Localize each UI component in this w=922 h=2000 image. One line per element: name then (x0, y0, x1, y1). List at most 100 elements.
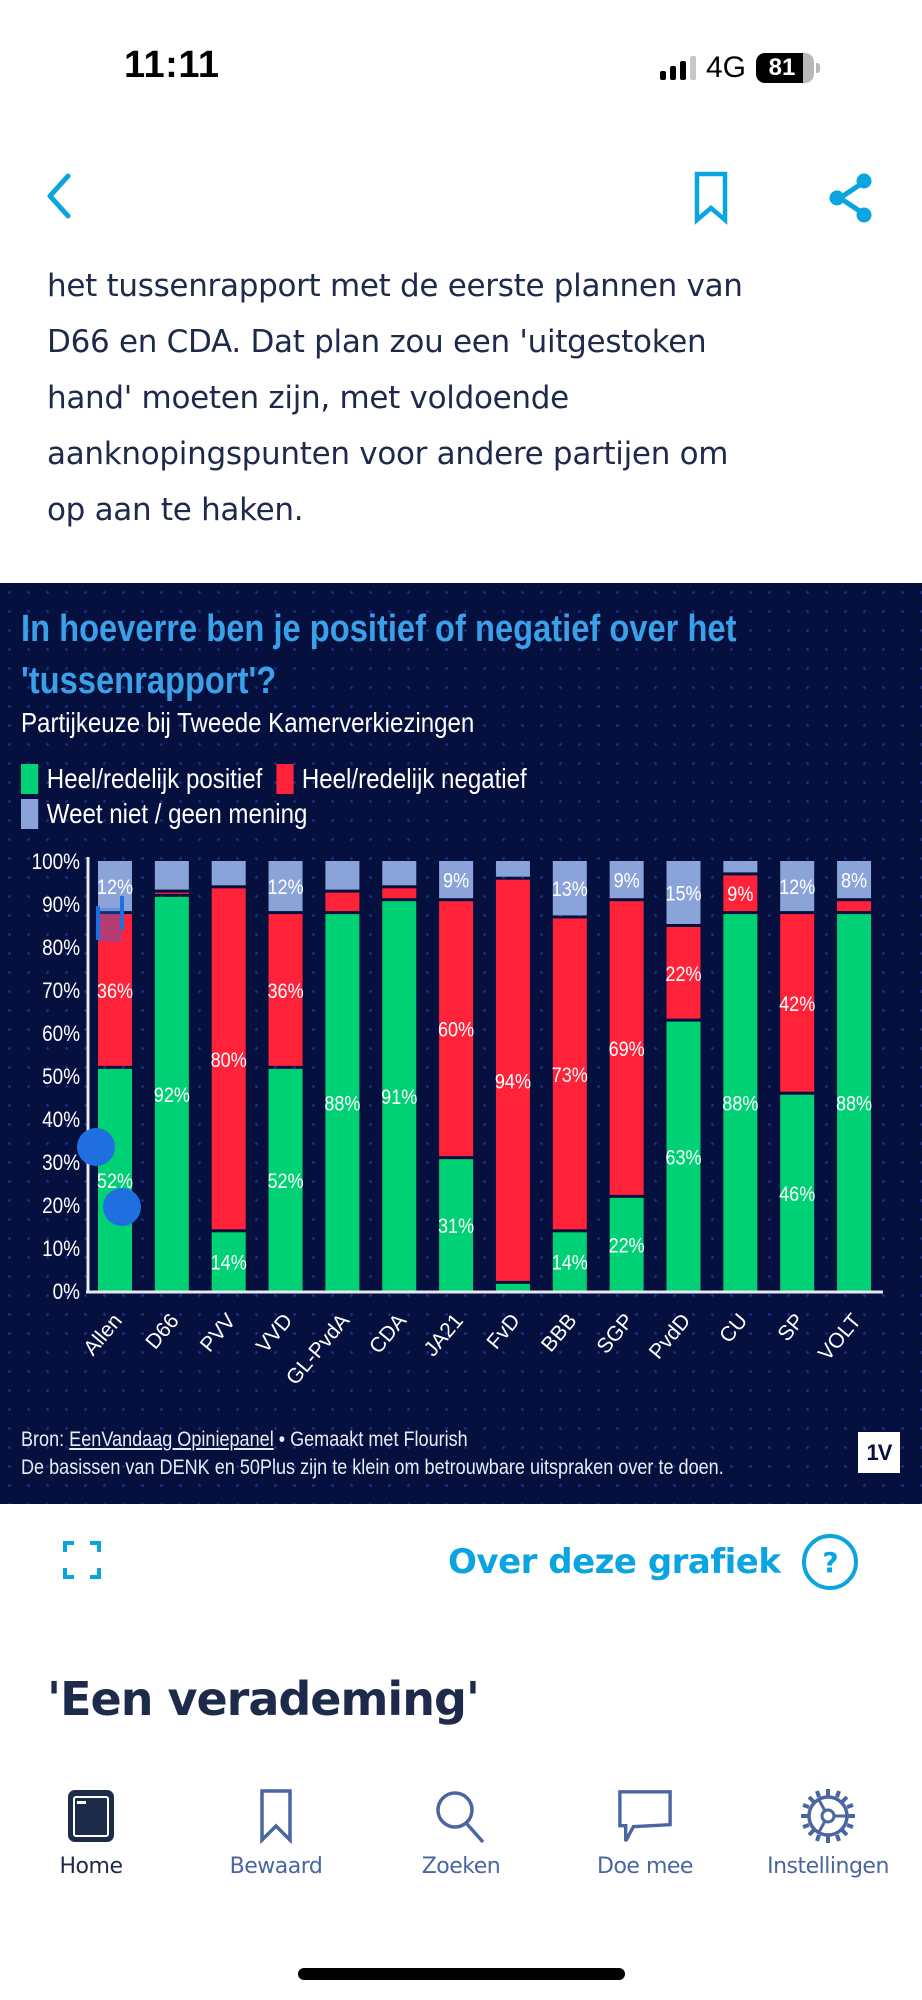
network-type: 4G (706, 51, 747, 84)
bookmark-button[interactable] (692, 170, 732, 226)
bar-segment-bbb-dont-know (552, 861, 587, 916)
legend-label: Weet niet / geen mening (46, 797, 308, 829)
legend-item-negative[interactable]: Heel/redelijk negatief (276, 763, 527, 795)
y-tick-label: 10% (42, 1237, 80, 1262)
bar-segment-cda-dont-know (382, 861, 417, 886)
data-label: 88% (324, 1092, 360, 1116)
bar-segment-sgp-positive (609, 1197, 644, 1291)
data-label: 42% (779, 993, 815, 1017)
bar-segment-cu-negative (723, 875, 758, 912)
data-label: 31% (438, 1215, 474, 1239)
y-tick-label: 40% (42, 1108, 80, 1133)
tab-doe-mee[interactable]: Doe mee (565, 1788, 725, 1879)
section-heading: 'Een verademing' (47, 1672, 480, 1726)
data-label: 14% (211, 1251, 247, 1275)
bar-segment-ja21-positive (439, 1159, 474, 1291)
data-label: 69% (609, 1038, 645, 1062)
paragraph-line: hand' moeten zijn, met voldoende (47, 380, 569, 416)
legend-label: Heel/redelijk negatief (301, 762, 527, 794)
data-label: 15% (665, 882, 701, 906)
paragraph-line: aanknopingspunten voor andere partijen o… (47, 436, 729, 472)
bar-segment-volt-dont-know (837, 861, 872, 899)
tab-label: Bewaard (229, 1854, 323, 1879)
tab-zoeken[interactable]: Zoeken (381, 1788, 541, 1879)
expand-chart-button[interactable] (62, 1540, 102, 1580)
y-tick-label: 70% (42, 979, 80, 1004)
y-tick-label: 100% (32, 850, 80, 875)
bar-segment-fvd-negative (495, 879, 530, 1281)
tab-instellingen[interactable]: Instellingen (748, 1788, 908, 1879)
tab-home[interactable]: Home (11, 1788, 171, 1879)
eenvandaag-logo[interactable]: 1V (858, 1432, 900, 1473)
data-label: 8% (841, 869, 867, 893)
data-label: 12% (97, 876, 133, 900)
tab-label: Zoeken (421, 1854, 501, 1879)
tab-label: Doe mee (597, 1854, 693, 1879)
about-chart-button[interactable]: Over deze grafiek ? (448, 1534, 859, 1590)
x-tick-label: PVV (196, 1309, 241, 1356)
bar-segment-cda-positive (382, 901, 417, 1291)
selection-handle-end[interactable] (103, 1188, 141, 1226)
bar-segment-allen-negative (98, 914, 132, 1066)
data-label: 12% (267, 876, 303, 900)
data-label: 9% (614, 869, 640, 893)
bar-segment-volt-negative (837, 901, 872, 912)
bar-segment-allen-dont-know (98, 861, 132, 912)
x-tick-label: CDA (365, 1309, 411, 1358)
battery-icon: 81 (756, 53, 821, 83)
bar-segment-gl-pvda-negative (325, 892, 360, 912)
tab-label: Instellingen (767, 1854, 889, 1879)
bars: 52% 36% 12% 92% 14% 80% 52% 36% 12% 88% 91% 31% 60% 9… (97, 861, 872, 1291)
bar-segment-fvd-dont-know (495, 861, 530, 877)
data-label: 9% (727, 883, 753, 907)
legend-item-positive[interactable]: Heel/redelijk positief (21, 763, 262, 795)
bar-segment-sgp-dont-know (609, 861, 644, 899)
x-tick-label: SP (773, 1309, 809, 1345)
legend-item-dont-know[interactable]: Weet niet / geen mening (21, 798, 307, 830)
article-paragraph: het tussenrapport met de eerste plannen … (47, 258, 887, 538)
data-label: 60% (438, 1018, 474, 1042)
home-indicator[interactable] (298, 1968, 625, 1980)
legend-swatch-positive (21, 763, 39, 794)
source-link[interactable]: EenVandaag Opiniepanel (69, 1428, 274, 1451)
bar-segment-sp-negative (780, 914, 815, 1092)
data-label: 52% (97, 1170, 133, 1194)
bar-segment-d66-positive (154, 896, 189, 1291)
stacked-bar-chart: 0% 10% 20% 30% 40% 50% 60% 70% 80% 90% 100% 52% 36%… (32, 850, 883, 1389)
share-button[interactable] (826, 170, 876, 226)
data-label: 80% (211, 1049, 247, 1073)
data-label: 36% (267, 980, 303, 1004)
bar-segment-pvv-negative (211, 888, 246, 1230)
tab-bewaard[interactable]: Bewaard (196, 1788, 356, 1879)
data-label: 22% (609, 1234, 645, 1258)
chart-note: De basissen van DENK en 50Plus zijn te k… (21, 1456, 724, 1479)
chart-subtitle: Partijkeuze bij Tweede Kamerverkiezingen (21, 707, 475, 738)
chart-footer: Bron: EenVandaag Opiniepanel • Gemaakt m… (21, 1426, 724, 1482)
x-tick-label: JA21 (420, 1309, 468, 1360)
bar-segment-vvd-dont-know (268, 861, 303, 912)
battery-level: 81 (756, 53, 815, 83)
y-tick-label: 0% (53, 1280, 80, 1305)
selection-handle-start[interactable] (77, 1128, 115, 1166)
legend-swatch-negative (276, 763, 294, 794)
bottom-tab-bar: Home Bewaard Zoeken Doe mee (0, 1788, 922, 1898)
y-tick-label: 80% (42, 936, 80, 961)
data-label: 94% (495, 1070, 531, 1094)
data-label: 92% (154, 1084, 190, 1108)
bar-segment-volt-positive (837, 914, 872, 1291)
data-label: 91% (381, 1086, 417, 1110)
bar-segment-vvd-positive (268, 1068, 303, 1291)
x-tick-label: Allen (79, 1309, 127, 1360)
x-tick-label: SGP (592, 1309, 638, 1358)
bar-segment-ja21-dont-know (439, 861, 474, 899)
x-tick-label: D66 (141, 1309, 183, 1353)
back-button[interactable] (44, 172, 74, 220)
bar-segment-bbb-negative (552, 918, 587, 1230)
data-label: 88% (722, 1092, 758, 1116)
home-icon (68, 1790, 114, 1842)
bar-segment-cda-negative (382, 888, 417, 899)
y-tick-label: 20% (42, 1194, 80, 1219)
bar-segment-bbb-positive (552, 1232, 587, 1291)
bar-segment-ja21-negative (439, 901, 474, 1157)
